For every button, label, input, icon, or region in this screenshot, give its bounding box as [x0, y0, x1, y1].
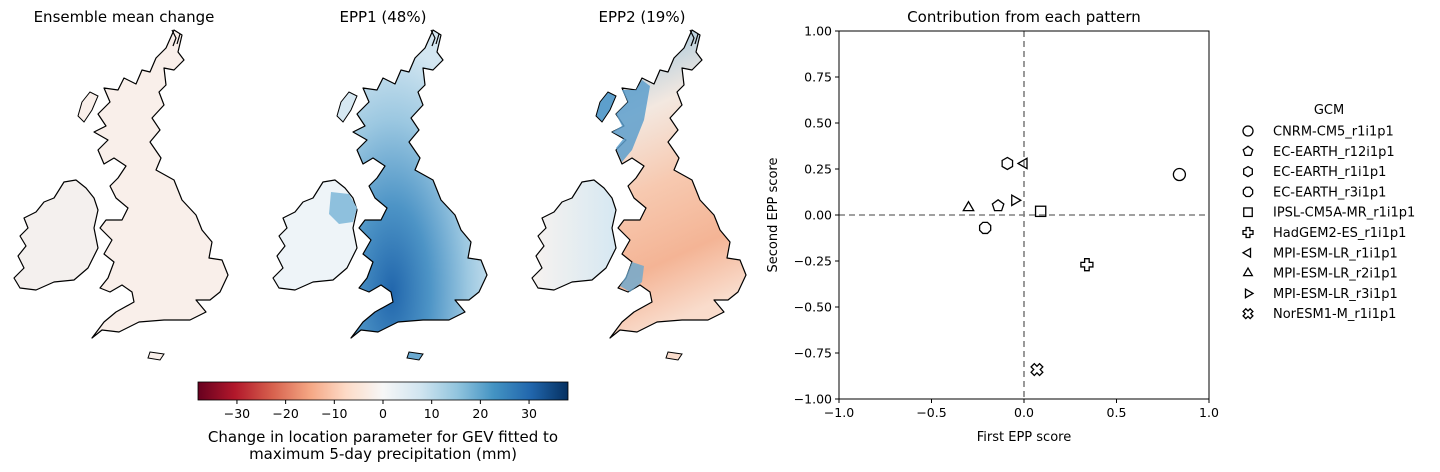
x-tick-label: 0.0: [1014, 405, 1034, 420]
legend-octagon-icon: [1242, 186, 1254, 198]
colorbar-tick-label: −20: [272, 406, 298, 421]
legend-triangle-left-icon: [1241, 247, 1252, 259]
map-title: Ensemble mean change: [34, 8, 215, 26]
legend-plus-icon: [1242, 226, 1254, 239]
legend-triangle-right-icon: [1244, 287, 1255, 299]
legend-x-filled-icon: [1242, 307, 1254, 320]
chart-title: Contribution from each pattern: [907, 8, 1141, 26]
data-point-triangle-up-marker: [962, 200, 975, 212]
uk-ireland-map: [531, 29, 747, 361]
map-panel-epp1: EPP1 (48%): [272, 8, 488, 361]
legend-square-icon: [1243, 207, 1253, 218]
data-point-pentagon-marker: [991, 198, 1005, 212]
outer-hebrides: [595, 91, 617, 123]
legend-title: GCM: [1314, 103, 1344, 118]
isle-of-wight: [406, 351, 424, 361]
legend-entry-label: EC-EARTH_r1i1p1: [1273, 165, 1386, 180]
wales-blue-patch: [620, 262, 644, 292]
legend: GCM CNRM-CM5_r1i1p1 EC-EARTH_r12i1p1 EC-EA…: [1241, 103, 1415, 322]
y-axis-label: Second EPP score: [766, 158, 781, 273]
data-point-hexagon-marker: [1001, 156, 1014, 171]
colorbar-gradient: [197, 381, 569, 401]
x-axis-label: First EPP score: [977, 430, 1071, 445]
data-point-x-filled-marker: [1030, 362, 1044, 377]
outer-hebrides: [336, 91, 358, 123]
great-britain-landmass: [350, 29, 488, 339]
northern-ireland-patch: [329, 192, 357, 224]
great-britain-landmass: [91, 29, 229, 339]
y-tick-label: −1.00: [794, 392, 832, 407]
map-panel-ensemble-mean: Ensemble mean change: [13, 8, 229, 361]
y-tick-label: 0.75: [804, 70, 832, 85]
shetland-islands: [171, 29, 181, 47]
legend-entry-label: IPSL-CM5A-MR_r1i1p1: [1273, 206, 1415, 221]
legend-circle-icon: [1242, 125, 1254, 137]
legend-entry-label: EC-EARTH_r12i1p1: [1273, 145, 1395, 160]
plot-frame: [838, 30, 1210, 400]
data-point-triangle-right-marker: [1011, 193, 1023, 207]
great-britain-landmass: [609, 29, 747, 339]
x-tick-label: −0.5: [916, 405, 946, 420]
isle-of-wight: [147, 351, 165, 361]
isle-of-wight: [665, 351, 683, 361]
map-panel-epp2: EPP2 (19%): [531, 8, 747, 361]
scatter-chart: Contribution from each pattern −1.0 −0.5 0…: [766, 8, 1219, 445]
colorbar-tick-label: 10: [424, 406, 440, 421]
x-tick-label: 1.0: [1199, 405, 1219, 420]
legend-triangle-up-icon: [1242, 266, 1254, 277]
data-point-plus-marker: [1080, 258, 1094, 272]
legend-entry-label: EC-EARTH_r3i1p1: [1273, 185, 1386, 200]
colorbar-label-line2: maximum 5-day precipitation (mm): [249, 445, 517, 463]
x-tick-label: −1.0: [824, 405, 854, 420]
y-tick-label: 0.00: [804, 208, 832, 223]
data-point-circle-marker: [1172, 167, 1187, 182]
y-tick-label: −0.25: [794, 254, 832, 269]
y-tick-label: 0.25: [804, 162, 832, 177]
ireland-landmass: [13, 179, 99, 291]
shetland-islands: [430, 29, 440, 47]
y-tick-label: −0.75: [794, 346, 832, 361]
legend-hexagon-icon: [1243, 165, 1253, 178]
colorbar-tick-label: 30: [521, 406, 537, 421]
colorbar: −30 −20 −10 0 10 20 30 Change in location para…: [197, 381, 569, 463]
colorbar-tick-label: −10: [321, 406, 347, 421]
colorbar-label-line1: Change in location parameter for GEV fit…: [208, 428, 558, 446]
uk-ireland-map: [13, 29, 229, 361]
legend-entry-label: NorESM1-M_r1i1p1: [1273, 307, 1396, 322]
shetland-islands: [689, 29, 699, 47]
colorbar-tick-label: −30: [224, 406, 250, 421]
outer-hebrides: [77, 91, 99, 123]
legend-entry-label: MPI-ESM-LR_r1i1p1: [1273, 246, 1398, 261]
colorbar-tick-label: 20: [472, 406, 488, 421]
y-tick-label: 1.00: [804, 24, 832, 39]
data-point-square-marker: [1034, 205, 1047, 218]
data-point-triangle-left-marker: [1016, 157, 1028, 170]
colorbar-tick-label: 0: [379, 406, 387, 421]
map-title: EPP1 (48%): [340, 8, 427, 26]
map-title: EPP2 (19%): [599, 8, 686, 26]
data-point-octagon-marker: [978, 221, 992, 235]
legend-entry-label: MPI-ESM-LR_r2i1p1: [1273, 267, 1398, 282]
y-tick-label: −0.50: [794, 300, 832, 315]
west-coast-blue-patch: [612, 80, 650, 162]
uk-ireland-map: [272, 29, 488, 361]
legend-entry-label: HadGEM2-ES_r1i1p1: [1273, 226, 1406, 241]
legend-pentagon-icon: [1242, 145, 1254, 157]
legend-entry-label: CNRM-CM5_r1i1p1: [1273, 125, 1394, 140]
ireland-landmass: [531, 179, 617, 291]
legend-entry-label: MPI-ESM-LR_r3i1p1: [1273, 287, 1398, 302]
y-tick-label: 0.50: [804, 116, 832, 131]
x-tick-label: 0.5: [1107, 405, 1127, 420]
